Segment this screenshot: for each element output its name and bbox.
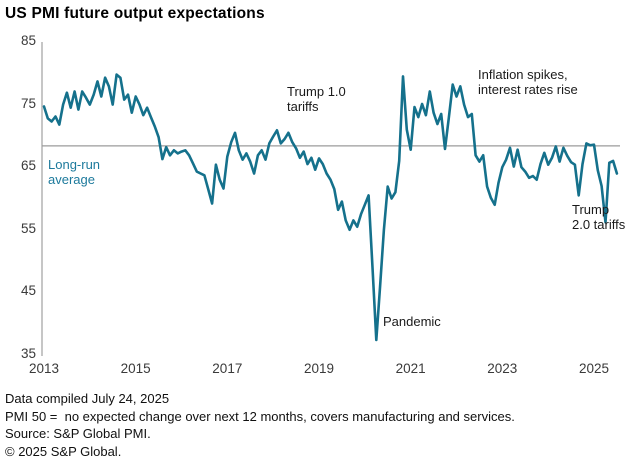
annotation-pandemic: Pandemic [383, 314, 441, 329]
pmi-series-line [42, 73, 619, 342]
y-axis-tick-label: 35 [20, 346, 36, 361]
annotation-trump-1-tariffs: Trump 1.0 tariffs [287, 84, 346, 115]
x-axis-tick-label: 2019 [303, 361, 334, 376]
x-axis-tick-label: 2025 [578, 361, 609, 376]
footer-copyright: © 2025 S&P Global. [5, 444, 122, 460]
x-axis-tick-label: 2017 [212, 361, 243, 376]
y-axis-tick-label: 65 [20, 158, 36, 174]
footer-definition: PMI 50 = no expected change over next 12… [5, 408, 515, 424]
annotation-trump-2-tariffs: Trump 2.0 tariffs [572, 202, 626, 233]
annotation-long-run-average: Long-run average [48, 157, 101, 188]
y-axis-tick-label: 45 [20, 283, 36, 299]
y-axis-tick-label: 85 [20, 33, 36, 48]
y-axis-tick-label: 75 [20, 95, 36, 111]
annotation-inflation-spikes: Inflation spikes, interest rates rise [478, 67, 578, 98]
y-axis-tick-label: 55 [20, 220, 36, 236]
x-axis-tick-label: 2015 [120, 361, 151, 376]
x-axis-tick-label: 2023 [487, 361, 518, 376]
x-axis-tick-label: 2021 [395, 361, 426, 376]
x-axis-tick-label: 2013 [28, 361, 60, 376]
footer-source: Source: S&P Global PMI. [5, 426, 151, 442]
footer-data-compiled: Data compiled July 24, 2025 [5, 391, 170, 406]
chart-title: US PMI future output expectations [5, 5, 265, 22]
chart-footer: Data compiled July 24, 2025 PMI 50 = no … [5, 390, 515, 461]
